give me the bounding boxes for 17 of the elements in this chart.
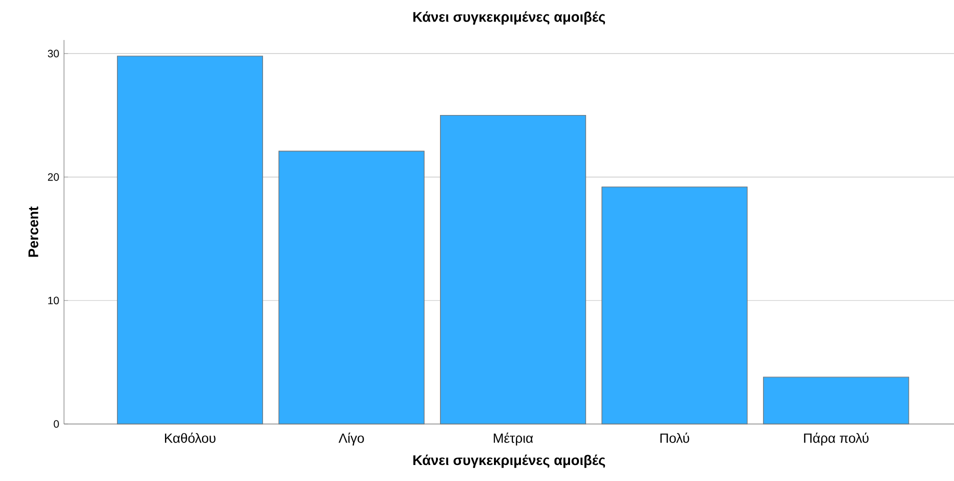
bar (116, 56, 264, 424)
bar (763, 376, 910, 424)
x-tick-label: Καθόλου (164, 432, 216, 443)
y-tick-label: 0 (54, 420, 59, 428)
chart-title: Κάνει συγκεκριμένες αμοιβές (413, 11, 606, 25)
x-tick-label: Μέτρια (494, 432, 533, 446)
x-tick-label: Λίγο (338, 432, 364, 446)
bar (602, 186, 748, 424)
y-tick-label: 10 (48, 296, 59, 304)
x-tick-label: Πάρα πολύ (804, 432, 869, 446)
y-tick-label: 20 (48, 173, 59, 181)
x-tick-label: Πολύ (660, 432, 690, 443)
bar (440, 114, 586, 424)
x-axis-title: Κάνει συγκεκριμένες αμοιβές (413, 454, 606, 468)
y-tick-label: 30 (48, 50, 59, 58)
bar (278, 150, 425, 424)
y-axis-title: Percent (28, 206, 38, 257)
